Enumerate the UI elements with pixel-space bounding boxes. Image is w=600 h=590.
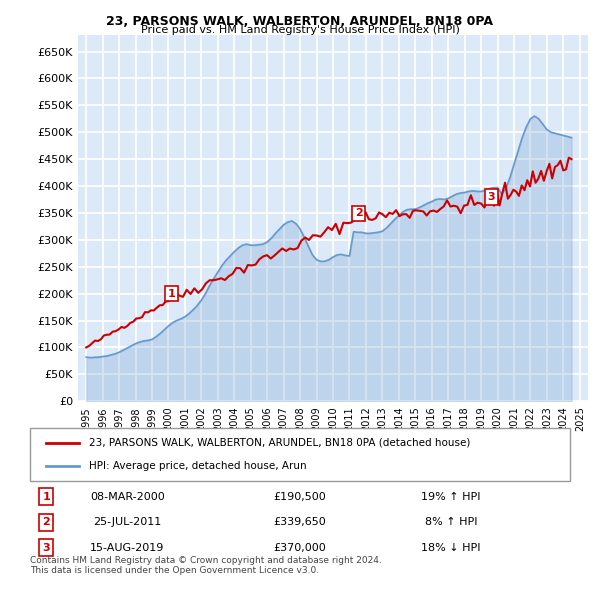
Text: 23, PARSONS WALK, WALBERTON, ARUNDEL, BN18 0PA (detached house): 23, PARSONS WALK, WALBERTON, ARUNDEL, BN… xyxy=(89,438,471,448)
Text: 25-JUL-2011: 25-JUL-2011 xyxy=(93,517,161,527)
Text: 18% ↓ HPI: 18% ↓ HPI xyxy=(421,543,481,553)
Text: £190,500: £190,500 xyxy=(274,492,326,502)
Text: Contains HM Land Registry data © Crown copyright and database right 2024.
This d: Contains HM Land Registry data © Crown c… xyxy=(30,556,382,575)
Text: 23, PARSONS WALK, WALBERTON, ARUNDEL, BN18 0PA: 23, PARSONS WALK, WALBERTON, ARUNDEL, BN… xyxy=(107,15,493,28)
Text: £339,650: £339,650 xyxy=(274,517,326,527)
Text: 3: 3 xyxy=(43,543,50,553)
Text: 08-MAR-2000: 08-MAR-2000 xyxy=(90,492,164,502)
Text: 1: 1 xyxy=(43,492,50,502)
Text: 2: 2 xyxy=(43,517,50,527)
Text: 8% ↑ HPI: 8% ↑ HPI xyxy=(425,517,478,527)
Text: 1: 1 xyxy=(167,289,175,299)
Text: 19% ↑ HPI: 19% ↑ HPI xyxy=(421,492,481,502)
Text: 3: 3 xyxy=(487,192,495,202)
Text: HPI: Average price, detached house, Arun: HPI: Average price, detached house, Arun xyxy=(89,461,307,471)
Text: 15-AUG-2019: 15-AUG-2019 xyxy=(90,543,164,553)
Text: £370,000: £370,000 xyxy=(274,543,326,553)
FancyBboxPatch shape xyxy=(30,428,570,481)
Text: 2: 2 xyxy=(355,208,362,218)
Text: Price paid vs. HM Land Registry's House Price Index (HPI): Price paid vs. HM Land Registry's House … xyxy=(140,25,460,35)
